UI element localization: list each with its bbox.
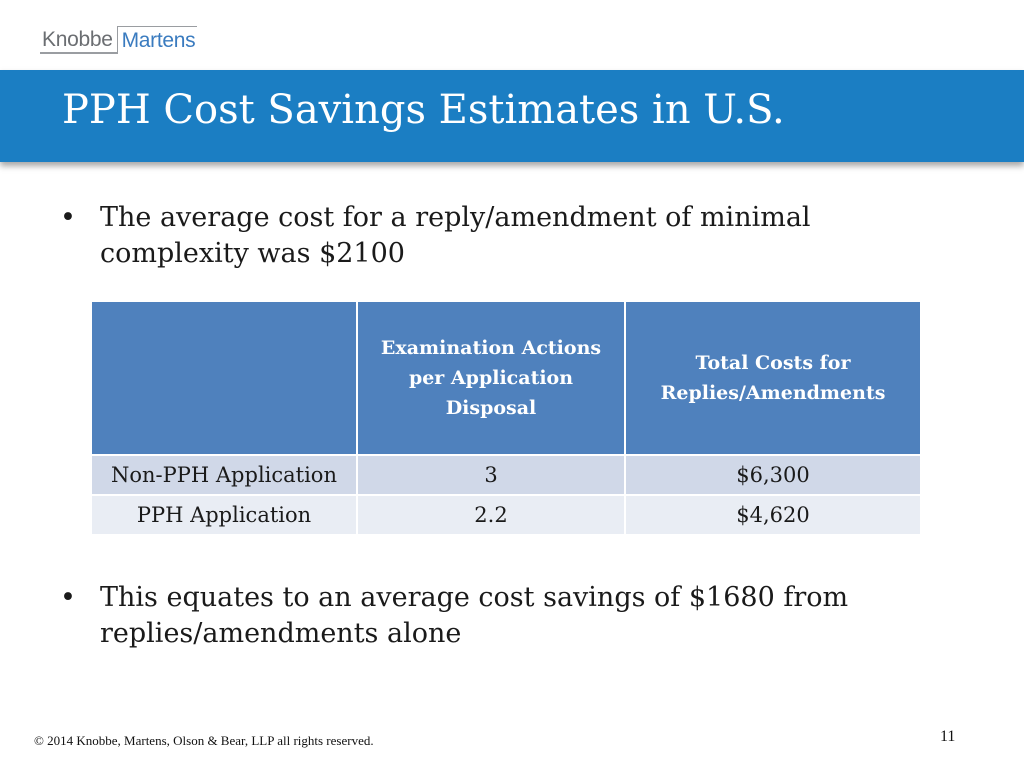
logo-text-martens: Martens [116,26,198,54]
table-header-exam-actions: Examination Actions per Application Disp… [356,300,626,456]
bullet-marker: • [60,582,76,613]
table-header-row: Examination Actions per Application Disp… [90,300,922,456]
cost-comparison-table: Examination Actions per Application Disp… [90,300,922,536]
table-cell-exam-actions: 3 [356,454,626,496]
table-cell-total-cost: $6,300 [624,454,922,496]
bullet-marker: • [60,202,76,233]
footer-copyright: © 2014 Knobbe, Martens, Olson & Bear, LL… [34,733,374,748]
page-number: 11 [940,728,956,745]
table-row: Non-PPH Application 3 $6,300 [90,454,922,496]
table-header-empty [90,300,358,456]
table-row: PPH Application 2.2 $4,620 [90,494,922,536]
table-cell-total-cost: $4,620 [624,494,922,536]
bullet-point-2: • This equates to an average cost saving… [60,580,960,652]
bullet-text-2: This equates to an average cost savings … [100,582,849,649]
title-bar: PPH Cost Savings Estimates in U.S. [0,70,1024,162]
table-header-total-costs: Total Costs for Replies/Amendments [624,300,922,456]
logo-text-knobbe: Knobbe [40,26,117,54]
slide-title: PPH Cost Savings Estimates in U.S. [62,87,785,133]
table-cell-application-type: PPH Application [90,494,358,536]
bullet-point-1: • The average cost for a reply/amendment… [60,200,960,272]
bullet-text-1: The average cost for a reply/amendment o… [100,202,811,269]
table-cell-application-type: Non-PPH Application [90,454,358,496]
table-cell-exam-actions: 2.2 [356,494,626,536]
company-logo: Knobbe Martens [40,26,198,54]
